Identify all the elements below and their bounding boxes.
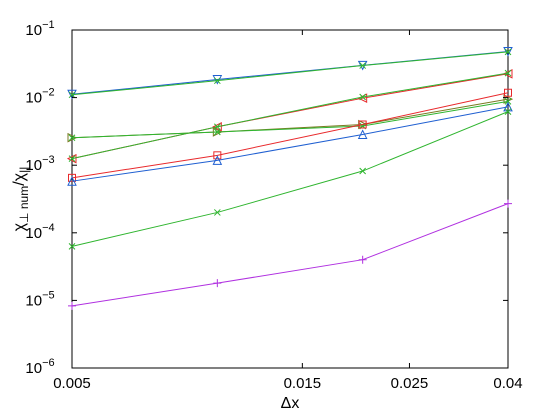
data-point bbox=[68, 134, 76, 142]
y-tick-label-base: 10 bbox=[25, 292, 42, 309]
data-point bbox=[504, 97, 512, 105]
data-point bbox=[67, 132, 78, 143]
data-point bbox=[68, 91, 76, 99]
data-point bbox=[213, 77, 221, 85]
data-point bbox=[359, 93, 367, 101]
data-point bbox=[504, 88, 512, 97]
y-tick-label-exponent: −5 bbox=[42, 289, 55, 301]
data-point bbox=[357, 93, 368, 104]
y-tick-label-base: 10 bbox=[25, 90, 42, 107]
x-axis-label: Δx bbox=[281, 395, 300, 412]
y-tick-label-exponent: −1 bbox=[42, 19, 55, 31]
data-point bbox=[212, 121, 222, 132]
series-line bbox=[71, 72, 509, 160]
series-10 bbox=[68, 199, 512, 310]
y-axis-label-sub1: ⊥ num bbox=[17, 186, 31, 223]
data-point bbox=[502, 68, 513, 79]
data-point bbox=[68, 173, 76, 182]
data-point bbox=[213, 151, 222, 160]
data-point bbox=[504, 199, 512, 208]
y-tick-label-exponent: −6 bbox=[42, 357, 55, 369]
data-point bbox=[357, 129, 368, 139]
y-tick-label-base: 10 bbox=[25, 22, 42, 39]
series-2 bbox=[68, 48, 512, 99]
data-point bbox=[213, 279, 222, 288]
data-point bbox=[359, 62, 367, 69]
data-point bbox=[213, 128, 221, 136]
data-point bbox=[504, 69, 512, 77]
data-point bbox=[503, 101, 513, 112]
x-tick-label: 0.015 bbox=[284, 375, 322, 392]
data-point bbox=[504, 48, 512, 56]
y-tick-label: 10−6 bbox=[25, 357, 54, 377]
series-layer bbox=[66, 47, 514, 310]
y-tick-label: 10−3 bbox=[25, 154, 54, 174]
x-tick-label: 0.005 bbox=[53, 375, 91, 392]
y-axis-label-sub2: || bbox=[17, 167, 31, 173]
data-point bbox=[68, 243, 76, 250]
data-point bbox=[212, 75, 223, 85]
x-tick-label: 0.025 bbox=[391, 375, 429, 392]
y-tick-label-base: 10 bbox=[25, 157, 42, 174]
y-axis-label-main: χ bbox=[11, 222, 28, 231]
y-tick-label-exponent: −3 bbox=[42, 154, 55, 166]
series-line bbox=[71, 51, 509, 96]
data-point bbox=[359, 167, 367, 175]
data-point bbox=[213, 209, 221, 216]
series-line bbox=[71, 92, 509, 179]
data-point bbox=[358, 255, 367, 264]
y-tick-label-exponent: −4 bbox=[42, 222, 55, 234]
data-point bbox=[66, 153, 77, 164]
series-line bbox=[71, 203, 509, 307]
data-point bbox=[358, 120, 367, 129]
y-tick-label: 10−5 bbox=[25, 289, 54, 309]
series-line bbox=[71, 100, 509, 139]
y-tick-label: 10−1 bbox=[25, 19, 54, 39]
y-tick-label: 10−2 bbox=[25, 87, 54, 107]
data-point bbox=[212, 155, 223, 165]
y-axis-label: χ⊥ num/χ|| bbox=[11, 167, 31, 232]
data-point bbox=[67, 176, 77, 186]
y-tick-label-base: 10 bbox=[25, 225, 42, 242]
series-7 bbox=[68, 88, 512, 182]
series-9 bbox=[68, 108, 512, 250]
data-point bbox=[68, 155, 76, 163]
y-tick-label-base: 10 bbox=[25, 360, 42, 377]
series-8 bbox=[67, 101, 513, 186]
data-point bbox=[68, 301, 76, 310]
y-tick-label-exponent: −2 bbox=[42, 87, 55, 99]
series-line bbox=[71, 106, 509, 182]
plot-area bbox=[71, 29, 509, 369]
ticks-layer: 0.005 0.015 0.025 0.0410−610−510−410−310−21… bbox=[25, 19, 522, 392]
x-tick-label: 0.04 bbox=[493, 375, 522, 392]
series-line bbox=[71, 111, 509, 247]
y-axis-label-slash: /χ bbox=[11, 172, 28, 185]
y-tick-label: 10−4 bbox=[25, 222, 54, 242]
data-point bbox=[504, 108, 512, 115]
